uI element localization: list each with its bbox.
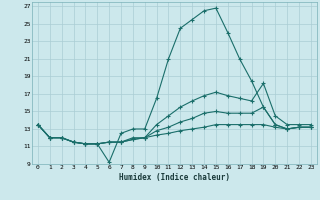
X-axis label: Humidex (Indice chaleur): Humidex (Indice chaleur) [119, 173, 230, 182]
